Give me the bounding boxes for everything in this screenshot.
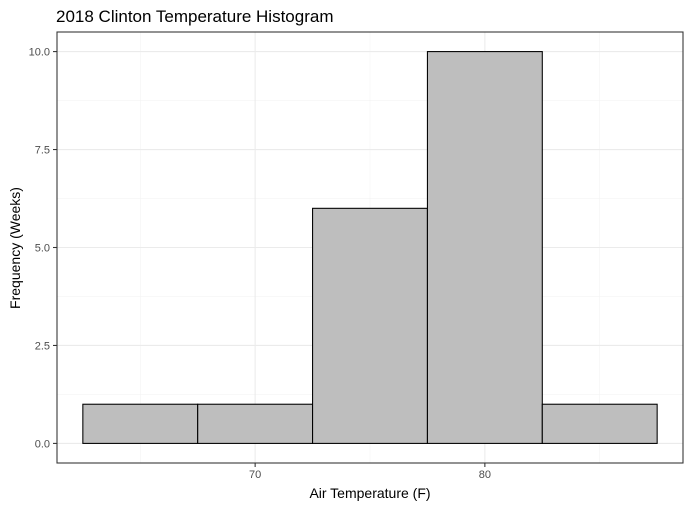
y-tick-label: 7.5 [35, 145, 50, 157]
histogram-bar [541, 403, 658, 444]
x-tick-label: 70 [249, 469, 261, 481]
histogram-bars [82, 51, 658, 444]
y-axis-title: Frequency (Weeks) [7, 187, 23, 309]
y-tick-label: 10.0 [29, 47, 50, 59]
histogram-bar [426, 51, 543, 444]
histogram-bar [82, 403, 199, 444]
x-tick-label: 80 [479, 469, 491, 481]
histogram-bar [197, 403, 314, 444]
chart-title: 2018 Clinton Temperature Histogram [56, 7, 334, 26]
y-tick-label: 5.0 [35, 243, 50, 255]
y-tick-label: 2.5 [35, 340, 50, 352]
histogram-bar [312, 207, 428, 444]
x-axis-title: Air Temperature (F) [309, 485, 430, 501]
y-tick-label: 0.0 [35, 438, 50, 450]
axis-ticks: 70 80 0.0 2.5 5.0 7.5 10.0 [29, 47, 491, 481]
